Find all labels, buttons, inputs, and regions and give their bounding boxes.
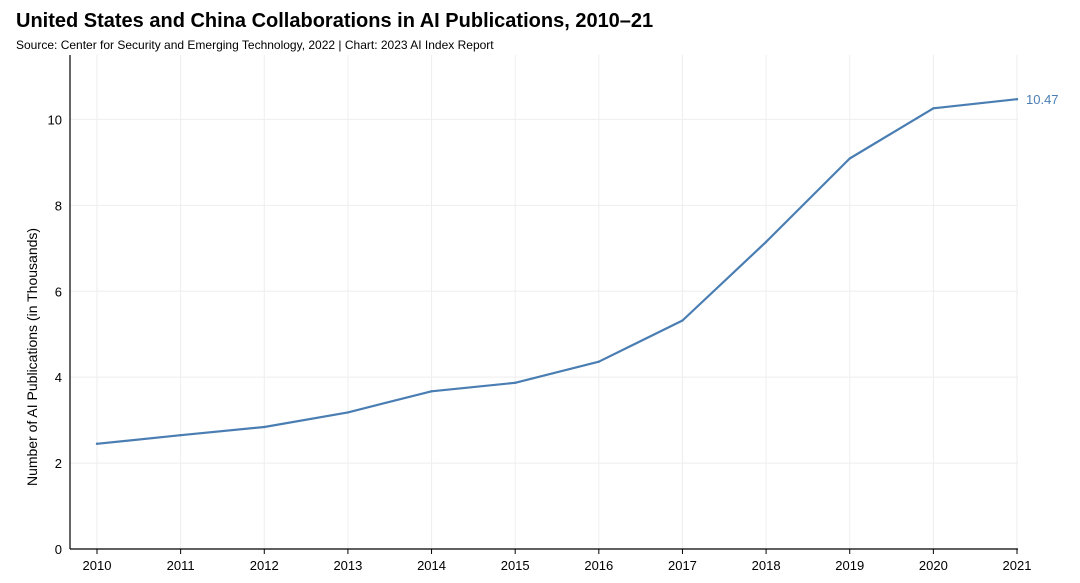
- chart-title: United States and China Collaborations i…: [16, 10, 654, 32]
- data-point: [513, 381, 517, 384]
- x-tick-label: 2019: [835, 558, 864, 573]
- data-point: [848, 157, 851, 160]
- data-point: [95, 442, 99, 445]
- y-tick-label: 8: [55, 198, 62, 213]
- x-tick-label: 2010: [83, 558, 112, 573]
- x-tick-label: 2016: [584, 558, 613, 573]
- x-tick-label: 2020: [919, 558, 948, 573]
- y-tick-label: 10: [48, 112, 62, 127]
- data-point: [681, 319, 684, 322]
- axes: [69, 55, 1018, 554]
- x-tick-label: 2017: [668, 558, 697, 573]
- y-tick-label: 2: [55, 456, 62, 471]
- data-point: [346, 411, 350, 414]
- data-point: [764, 240, 768, 244]
- chart-subtitle: Source: Center for Security and Emerging…: [16, 38, 494, 52]
- x-tick-label: 2011: [167, 558, 195, 573]
- x-tick-label: 2013: [333, 558, 362, 573]
- x-tick-label: 2015: [501, 558, 530, 573]
- data-point: [430, 390, 433, 393]
- data-point: [263, 425, 266, 429]
- data-point: [932, 107, 935, 110]
- data-point: [179, 433, 182, 437]
- x-tick-label: 2014: [417, 558, 446, 573]
- x-tick-label: 2012: [250, 558, 279, 573]
- labels: 0 2 4 6 8 10 2010 2011 2012 2013 2014 2015 2016 2017 2…: [24, 92, 1059, 573]
- y-axis-title: Number of AI Publications (in Thousands): [24, 228, 40, 486]
- x-tick-label: 2018: [752, 558, 781, 573]
- data-point: [597, 360, 601, 363]
- x-tick-label: 2021: [1003, 558, 1032, 573]
- series-line: [95, 98, 1019, 445]
- y-tick-label: 4: [55, 370, 62, 385]
- gridlines: [70, 55, 1018, 549]
- end-value-label: 10.47: [1026, 92, 1059, 107]
- series-layer: [95, 98, 1019, 445]
- y-tick-label: 0: [55, 542, 62, 557]
- y-tick-label: 6: [55, 284, 62, 299]
- data-point: [1015, 98, 1019, 101]
